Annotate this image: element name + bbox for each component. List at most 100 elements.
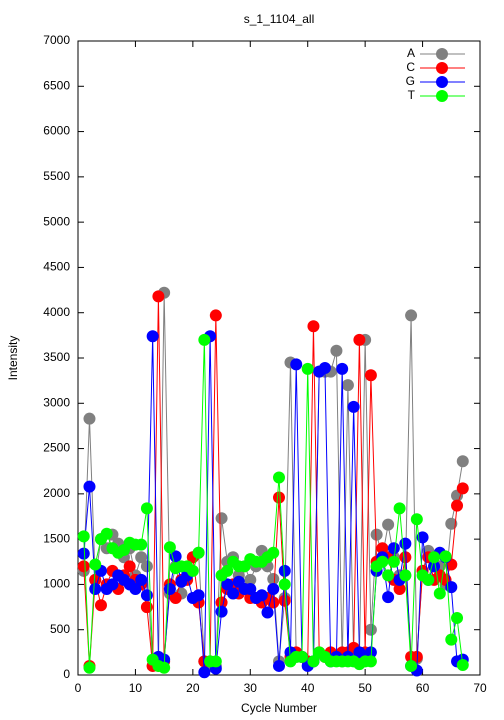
y-tick-label: 1000 bbox=[43, 577, 70, 591]
point bbox=[169, 550, 182, 563]
point bbox=[399, 569, 412, 582]
point bbox=[364, 646, 377, 659]
point bbox=[376, 542, 389, 555]
y-tick-label: 1500 bbox=[43, 531, 70, 545]
point bbox=[140, 502, 153, 515]
series-line bbox=[83, 336, 463, 673]
point bbox=[163, 582, 176, 595]
y-tick-label: 7000 bbox=[43, 33, 70, 47]
point bbox=[439, 550, 452, 563]
point bbox=[267, 582, 280, 595]
point bbox=[382, 569, 395, 582]
point bbox=[382, 591, 395, 604]
x-tick-label: 70 bbox=[473, 681, 487, 695]
point bbox=[83, 480, 96, 493]
y-tick-label: 6500 bbox=[43, 78, 70, 92]
point bbox=[433, 587, 446, 600]
point bbox=[140, 560, 153, 573]
point bbox=[89, 582, 102, 595]
legend-swatch bbox=[436, 48, 448, 60]
point bbox=[227, 587, 240, 600]
point bbox=[89, 573, 102, 586]
y-tick-label: 5000 bbox=[43, 214, 70, 228]
point bbox=[307, 655, 320, 668]
point bbox=[209, 309, 222, 322]
point bbox=[146, 330, 159, 343]
point bbox=[123, 560, 136, 573]
point bbox=[410, 513, 423, 526]
point bbox=[261, 606, 274, 619]
point bbox=[221, 564, 234, 577]
point bbox=[221, 578, 234, 591]
point bbox=[255, 589, 268, 602]
legend-swatch bbox=[436, 76, 448, 88]
point bbox=[405, 309, 418, 322]
point bbox=[135, 551, 148, 564]
point bbox=[364, 369, 377, 382]
x-tick-label: 40 bbox=[301, 681, 315, 695]
point bbox=[416, 531, 429, 544]
y-tick-label: 2000 bbox=[43, 486, 70, 500]
point bbox=[290, 358, 303, 371]
point bbox=[370, 528, 383, 541]
point bbox=[382, 518, 395, 531]
y-tick-label: 0 bbox=[63, 667, 70, 681]
y-tick-label: 4000 bbox=[43, 305, 70, 319]
x-tick-label: 10 bbox=[129, 681, 143, 695]
x-tick-label: 50 bbox=[358, 681, 372, 695]
x-axis-label: Cycle Number bbox=[241, 701, 317, 715]
y-tick-label: 3500 bbox=[43, 350, 70, 364]
point bbox=[77, 560, 90, 573]
y-tick-label: 500 bbox=[50, 622, 70, 636]
legend-label: G bbox=[406, 74, 415, 88]
y-tick-label: 2500 bbox=[43, 441, 70, 455]
point bbox=[215, 605, 228, 618]
point bbox=[140, 589, 153, 602]
series-line bbox=[83, 339, 464, 669]
point bbox=[318, 361, 331, 374]
point bbox=[393, 502, 406, 515]
point bbox=[198, 333, 211, 346]
point bbox=[341, 379, 354, 392]
point bbox=[267, 546, 280, 559]
point bbox=[106, 578, 119, 591]
point bbox=[209, 655, 222, 668]
point bbox=[393, 582, 406, 595]
point bbox=[152, 290, 165, 303]
point bbox=[451, 611, 464, 624]
point bbox=[77, 547, 90, 560]
point bbox=[451, 499, 464, 512]
point bbox=[445, 517, 458, 530]
point bbox=[278, 578, 291, 591]
point bbox=[387, 555, 400, 568]
point bbox=[399, 537, 412, 550]
point bbox=[387, 542, 400, 555]
legend-swatch bbox=[436, 90, 448, 102]
point bbox=[422, 573, 435, 586]
point bbox=[364, 655, 377, 668]
point bbox=[100, 527, 113, 540]
x-tick-label: 30 bbox=[244, 681, 258, 695]
point bbox=[158, 661, 171, 674]
point bbox=[89, 558, 102, 571]
point bbox=[83, 661, 96, 674]
point bbox=[278, 564, 291, 577]
point bbox=[456, 455, 469, 468]
point bbox=[77, 530, 90, 543]
y-tick-label: 5500 bbox=[43, 169, 70, 183]
point bbox=[428, 551, 441, 564]
point bbox=[244, 573, 257, 586]
point bbox=[163, 541, 176, 554]
point bbox=[244, 582, 257, 595]
point bbox=[192, 546, 205, 559]
point bbox=[336, 362, 349, 375]
x-tick-label: 60 bbox=[416, 681, 430, 695]
point bbox=[301, 362, 314, 375]
series-line bbox=[83, 296, 464, 666]
point bbox=[445, 633, 458, 646]
point bbox=[456, 659, 469, 672]
point bbox=[405, 659, 418, 672]
point bbox=[192, 589, 205, 602]
point bbox=[347, 400, 360, 413]
point bbox=[129, 582, 142, 595]
